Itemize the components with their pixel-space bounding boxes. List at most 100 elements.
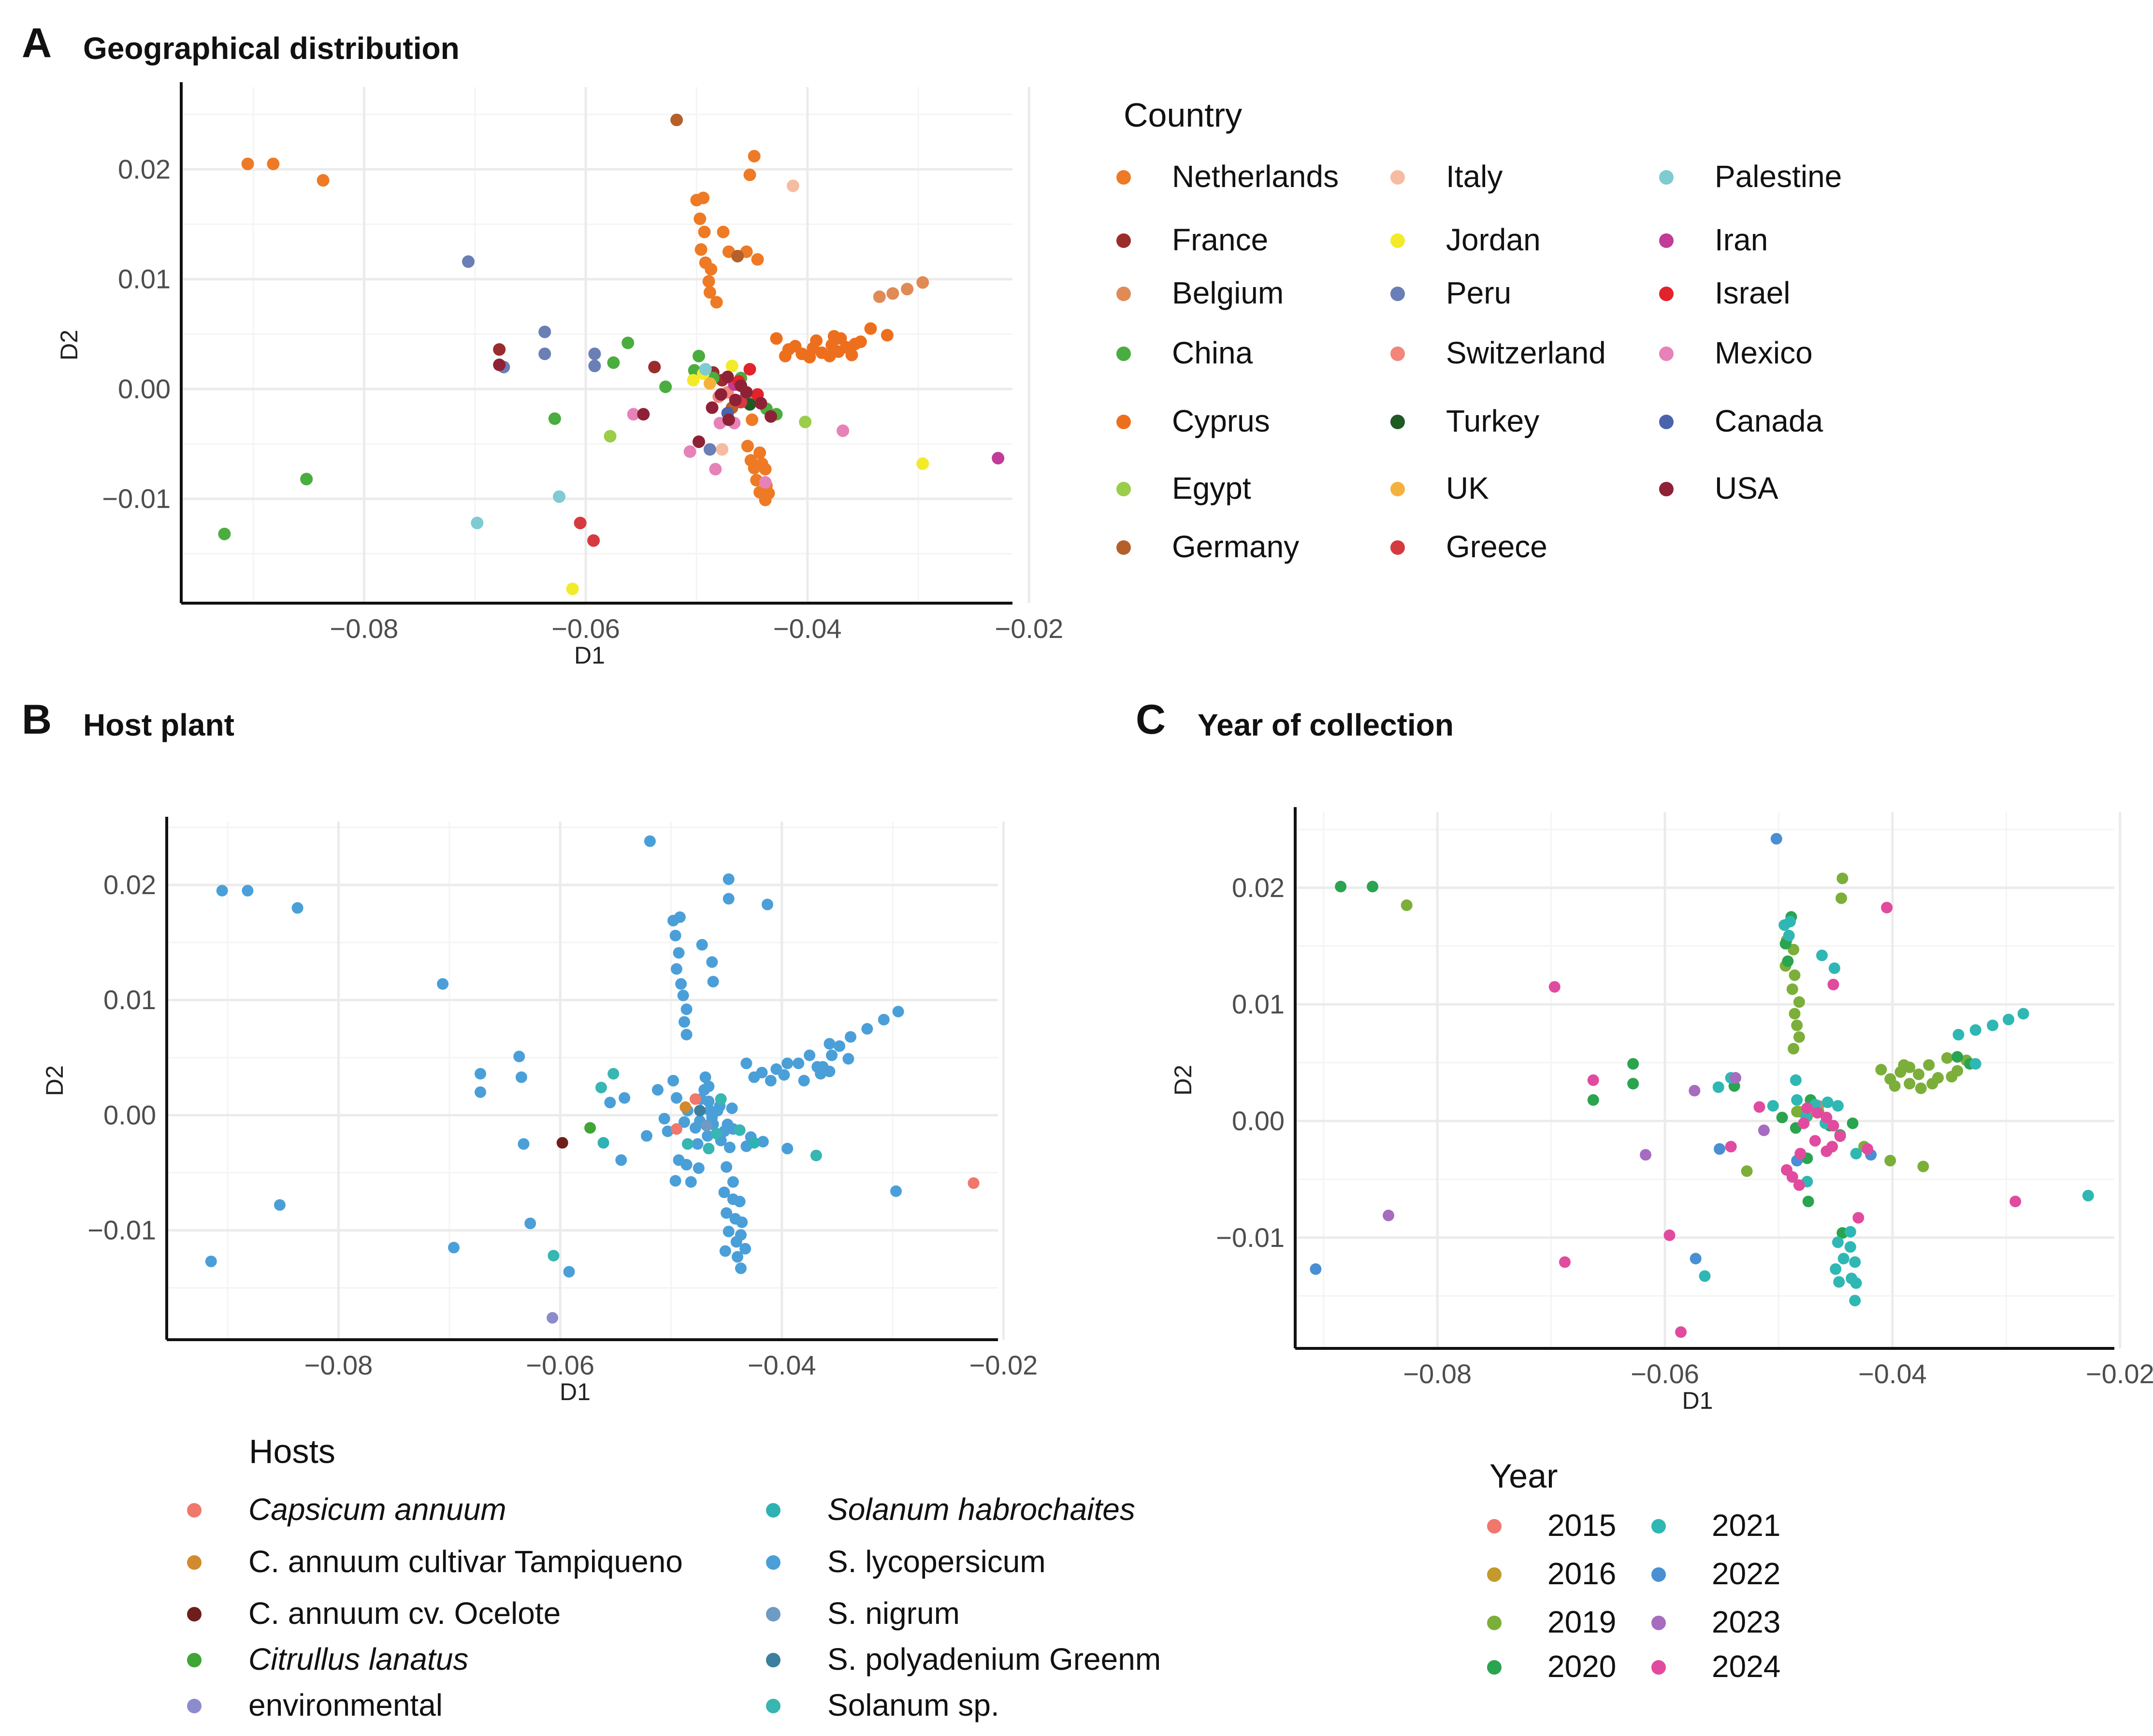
point-peru <box>588 347 601 361</box>
x-tick-label: −0.08 <box>304 1350 373 1380</box>
point-jordan <box>725 360 738 373</box>
point-netherlands <box>267 158 280 171</box>
point-2020 <box>1627 1058 1639 1070</box>
point-2021 <box>1952 1028 1965 1041</box>
point-s-lycopersicum <box>730 1236 742 1248</box>
legend-label-turkey: Turkey <box>1446 404 1539 438</box>
point-2024 <box>1881 901 1893 913</box>
panel-c-title: Year of collection <box>1198 708 1454 742</box>
legend-key-palestine <box>1659 170 1674 185</box>
point-usa <box>740 386 753 399</box>
legend-key-2019 <box>1487 1616 1502 1630</box>
point-s-lycopersicum <box>778 1069 790 1081</box>
point-s-lycopersicum <box>669 1175 681 1187</box>
x-tick-label: −0.06 <box>526 1350 594 1380</box>
point-usa <box>637 408 650 421</box>
legend-label-egypt: Egypt <box>1172 471 1251 506</box>
point-mexico <box>683 445 696 458</box>
legend-label-belgium: Belgium <box>1172 275 1284 310</box>
point-2021 <box>1850 1148 1862 1160</box>
point-s-lycopersicum <box>563 1266 575 1278</box>
legend-key-2023 <box>1651 1616 1666 1630</box>
point-s-lycopersicum <box>475 1086 487 1098</box>
point-citrullus-lanatus <box>584 1122 596 1134</box>
point-solanum-sp <box>681 1138 694 1150</box>
legend-key-c-annuum-cultivar-tampiqueno <box>187 1555 202 1570</box>
legend-label-mexico: Mexico <box>1715 335 1813 370</box>
point-s-lycopersicum <box>619 1092 631 1104</box>
point-2021 <box>1969 1024 1981 1036</box>
point-mexico <box>709 463 722 476</box>
point-2021 <box>1969 1058 1981 1070</box>
point-s-lycopersicum <box>722 893 735 905</box>
point-s-lycopersicum <box>721 1207 733 1219</box>
y-tick-label: 0.01 <box>118 264 171 294</box>
point-s-lycopersicum <box>678 1116 690 1128</box>
y-tick-label: −0.01 <box>102 483 171 514</box>
point-s-lycopersicum <box>702 1130 714 1142</box>
y-tick-label: −0.01 <box>1216 1222 1285 1253</box>
x-tick-label: −0.06 <box>1631 1359 1699 1389</box>
legend-label-france: France <box>1172 222 1268 257</box>
point-2019 <box>1789 969 1801 981</box>
point-jordan <box>916 457 929 470</box>
legend-label-canada: Canada <box>1715 404 1823 438</box>
point-netherlands <box>717 225 730 238</box>
legend-label-cyprus: Cyprus <box>1172 404 1270 438</box>
point-2019 <box>1793 996 1805 1008</box>
panel-b-title: Host plant <box>83 708 234 742</box>
point-s-lycopersicum <box>726 1102 738 1114</box>
point-2021 <box>1837 1253 1850 1265</box>
point-s-lycopersicum <box>205 1256 217 1268</box>
point-usa <box>692 435 705 448</box>
point-2020 <box>1367 881 1379 893</box>
legend-label-solanum-sp: Solanum sp. <box>827 1688 999 1722</box>
legend-label-peru: Peru <box>1446 275 1511 310</box>
legend-country: Country Netherlands France Belgium China Cypr… <box>1116 96 1842 564</box>
point-2024 <box>1811 1107 1823 1119</box>
point-s-lycopersicum <box>834 1040 846 1052</box>
legend-title: Country <box>1124 96 1242 134</box>
point-netherlands <box>694 212 707 225</box>
point-solanum-sp <box>734 1124 746 1136</box>
point-usa <box>729 393 742 406</box>
point-cyprus <box>854 335 867 348</box>
point-uk <box>703 377 716 390</box>
point-2023 <box>1383 1209 1395 1221</box>
point-2021 <box>1816 949 1828 961</box>
point-2024 <box>1809 1135 1821 1147</box>
point-2021 <box>1987 1019 1999 1031</box>
scatter-plot-year: −0.08 −0.06 −0.04 −0.02 −0.01 0.00 0.01 0.02 D1 D… <box>1170 807 2153 1414</box>
legend-key-switzerland <box>1390 347 1405 361</box>
legend-key-france <box>1116 233 1131 248</box>
point-2019 <box>1788 943 1800 955</box>
legend-label-italy: Italy <box>1446 159 1503 194</box>
point-2024 <box>2009 1195 2022 1207</box>
point-2021 <box>1844 1241 1856 1253</box>
legend-label-palestine: Palestine <box>1715 159 1842 194</box>
point-france <box>648 361 661 374</box>
legend-key-italy <box>1390 170 1405 185</box>
point-israel <box>743 362 756 376</box>
panel-a-title: Geographical distribution <box>83 31 460 66</box>
point-china <box>621 336 635 349</box>
point-s-lycopersicum <box>685 1176 697 1188</box>
point-palestine <box>471 517 484 530</box>
point-s-lycopersicum <box>242 884 254 897</box>
point-usa <box>754 397 767 410</box>
point-china <box>218 527 231 540</box>
legend-label-2015: 2015 <box>1547 1508 1616 1543</box>
point-s-lycopersicum <box>216 884 228 897</box>
point-s-lycopersicum <box>861 1023 873 1035</box>
y-tick-label: 0.00 <box>1232 1105 1285 1136</box>
point-s-lycopersicum <box>615 1154 627 1166</box>
point-capsicum-annuum <box>968 1177 980 1189</box>
point-jordan <box>566 582 579 595</box>
point-c-annuum-cv-ocelote <box>556 1137 568 1149</box>
point-netherlands <box>759 463 772 476</box>
point-2020 <box>1776 1112 1788 1124</box>
point-jordan <box>687 374 700 387</box>
y-axis-title: D2 <box>56 330 83 361</box>
legend-key-peru <box>1390 287 1405 301</box>
y-tick-label: 0.01 <box>103 984 156 1015</box>
